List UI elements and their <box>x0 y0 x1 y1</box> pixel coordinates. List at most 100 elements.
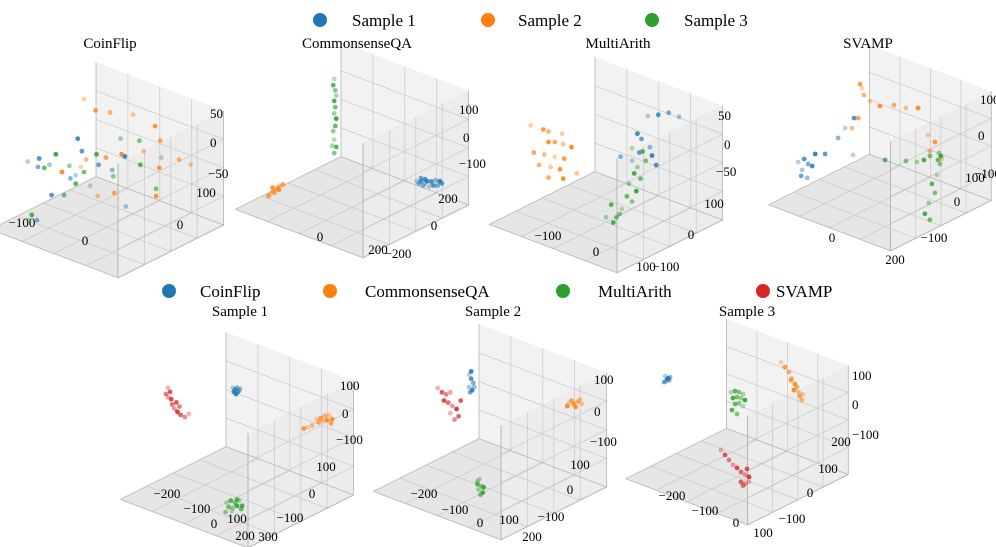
data-point <box>927 153 933 159</box>
data-point <box>608 202 614 208</box>
x-axis-line <box>489 224 618 274</box>
legend-top: Sample 1 Sample 2 Sample 3 <box>313 11 748 30</box>
x-tick-label: 200 <box>235 528 255 543</box>
data-point <box>137 138 142 144</box>
data-point <box>168 396 174 402</box>
x-tick-label: 0 <box>82 233 89 248</box>
panel-title-multiarith: MultiArith <box>585 36 651 52</box>
data-point <box>926 200 932 206</box>
data-point <box>740 403 746 409</box>
data-point <box>734 465 740 471</box>
data-point <box>560 141 566 147</box>
data-point <box>175 409 180 415</box>
data-point <box>47 162 52 168</box>
data-point <box>178 412 184 418</box>
data-point <box>234 385 240 391</box>
data-point <box>331 111 337 116</box>
data-point <box>635 164 640 170</box>
data-point <box>330 82 336 88</box>
legend-bottom-label-coinflip: CoinFlip <box>200 282 260 301</box>
pane-edges <box>373 324 607 541</box>
data-point <box>927 217 933 223</box>
data-point <box>152 123 158 129</box>
data-point <box>579 401 585 407</box>
data-point <box>25 159 30 165</box>
pane-edges <box>768 45 992 252</box>
legend-top-marker-sample-3 <box>645 13 659 27</box>
data-point <box>804 175 810 181</box>
data-point <box>333 144 339 150</box>
data-point <box>574 171 580 176</box>
data-point <box>59 169 65 175</box>
data-point <box>68 176 73 181</box>
data-point <box>177 404 182 409</box>
data-point <box>426 184 432 190</box>
series-commonsenseqa <box>778 359 806 403</box>
y-axis-line <box>616 219 723 274</box>
z-tick-label: 0 <box>594 404 601 419</box>
y-axis-line <box>248 494 354 547</box>
data-point <box>234 497 240 502</box>
series-commonsenseqa <box>301 412 335 431</box>
data-point <box>552 154 558 160</box>
data-point <box>186 411 192 417</box>
data-point <box>791 387 797 393</box>
data-point <box>573 404 579 410</box>
data-point <box>624 193 630 199</box>
legend-bottom-marker-coinflip <box>162 284 176 298</box>
data-point <box>109 167 115 173</box>
data-point <box>233 391 239 397</box>
x-tick-label: 0 <box>317 229 324 244</box>
data-point <box>237 386 243 392</box>
data-point <box>742 397 748 403</box>
data-point <box>640 149 645 154</box>
data-point <box>478 492 483 498</box>
legend-bottom-label-svamp: SVAMP <box>776 282 832 301</box>
x-axis-line <box>625 478 748 526</box>
data-point <box>929 181 935 187</box>
data-point <box>569 144 574 150</box>
y-tick-label: −100 <box>921 230 948 245</box>
x-tick-label: 0 <box>211 516 218 531</box>
data-point <box>228 498 234 503</box>
z-tick-label: 100 <box>852 368 872 383</box>
series-sample-3 <box>26 136 164 223</box>
data-point <box>577 397 583 402</box>
series-sample-2 <box>59 96 194 199</box>
data-point <box>429 178 434 184</box>
x-tick-label: −100 <box>535 228 562 243</box>
data-point <box>638 176 643 182</box>
data-point <box>329 143 335 149</box>
data-point <box>475 478 480 484</box>
series-sample-1 <box>414 175 445 190</box>
data-point <box>649 153 655 159</box>
data-point <box>546 129 551 135</box>
data-point <box>800 391 806 397</box>
data-point <box>795 159 801 165</box>
data-point <box>921 157 927 163</box>
z-tick-label: 50 <box>718 108 731 123</box>
data-point <box>629 145 635 151</box>
data-point <box>111 190 117 196</box>
data-point <box>552 139 558 145</box>
data-point <box>746 474 752 480</box>
y-tick-label: −100 <box>538 509 565 524</box>
data-point <box>418 175 424 181</box>
data-point <box>561 156 567 162</box>
data-point <box>740 391 746 397</box>
data-point <box>730 462 736 468</box>
data-point <box>732 401 738 407</box>
data-point <box>722 452 728 458</box>
y-tick-label: 100 <box>704 196 724 211</box>
legend-top-marker-sample-1 <box>313 13 327 27</box>
data-point <box>626 181 632 187</box>
data-point <box>546 139 551 145</box>
data-point <box>746 479 752 485</box>
data-point <box>531 150 537 155</box>
data-point <box>153 193 159 199</box>
data-point <box>270 185 275 191</box>
z-tick-label: 0 <box>724 137 731 152</box>
x-tick-label: 200 <box>368 242 388 257</box>
legend-bottom: CoinFlip CommonsenseQA MultiArith SVAMP <box>162 282 832 301</box>
